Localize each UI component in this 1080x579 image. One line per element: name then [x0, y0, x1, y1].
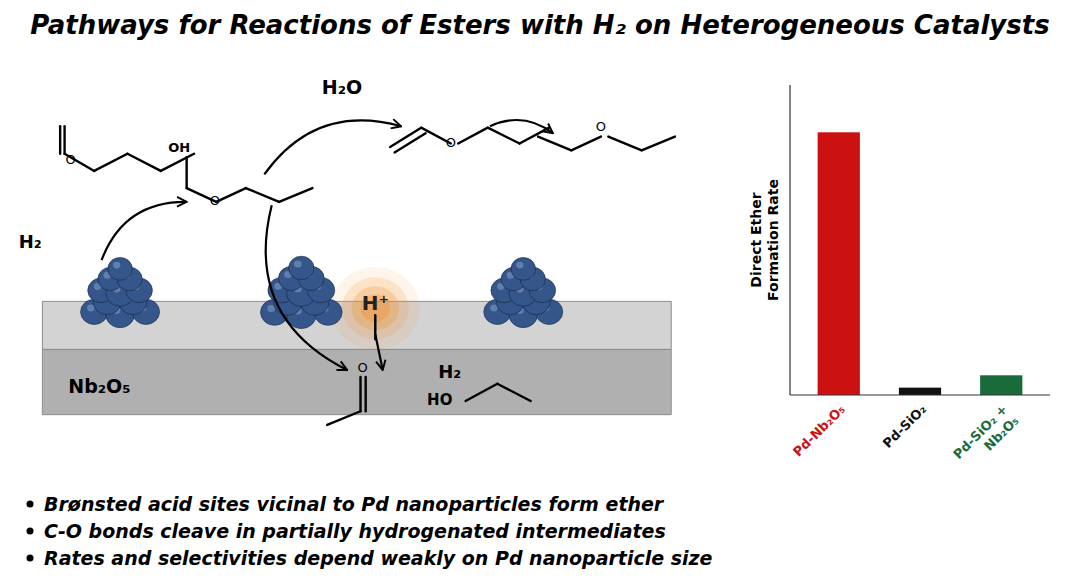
- title: Pathways for Reactions of Esters with H₂…: [30, 10, 1049, 40]
- x-tick-label-line: Pd-SiO₂: [880, 402, 929, 451]
- pd-atom-highlight: [87, 305, 94, 312]
- pd-atom-highlight: [113, 262, 120, 269]
- bond: [59, 126, 61, 153]
- bullet-text: Brønsted acid sites vicinal to Pd nanopa…: [44, 493, 665, 515]
- reaction-arrow: [264, 120, 401, 174]
- x-tick-label-line: Nb₂O₅: [981, 413, 1022, 454]
- x-axis-line: [790, 394, 1050, 395]
- schematic-label: OH: [168, 140, 190, 155]
- pd-atom-highlight: [294, 260, 302, 267]
- schematic-label: O: [446, 135, 456, 150]
- bond: [497, 384, 530, 401]
- bond: [161, 154, 194, 171]
- reaction-arrow: [375, 334, 382, 370]
- y-axis-line: [789, 85, 790, 395]
- acid-site-glow: [342, 277, 409, 339]
- schematic-label: H₂: [19, 231, 42, 252]
- bond: [359, 377, 361, 411]
- bond: [63, 126, 65, 153]
- x-tick-label: Pd-Nb₂O₅: [790, 402, 848, 460]
- bond: [488, 128, 520, 144]
- bond: [327, 411, 360, 425]
- bond: [94, 154, 127, 171]
- bond: [571, 137, 601, 151]
- schematic-label: H₂O: [322, 76, 362, 98]
- bullet-dot: [27, 555, 34, 562]
- schematic-label: O: [210, 193, 220, 208]
- pd-cluster: [81, 258, 160, 328]
- pd-atom: [108, 258, 133, 281]
- bar: [980, 375, 1022, 395]
- pd-atom: [289, 256, 314, 279]
- bond: [246, 188, 279, 202]
- pd-atom: [511, 258, 536, 281]
- bond: [608, 137, 641, 151]
- bar-chart: Pd-Nb₂O₅ Pd-SiO₂ Pd-SiO₂ +Nb₂O₅ Direct Ethe…: [748, 85, 1050, 473]
- y-axis-label: Direct EtherFormation Rate: [748, 179, 781, 301]
- schematic-label: O: [596, 119, 606, 134]
- bond: [458, 128, 488, 144]
- schematic-label: O: [358, 360, 368, 375]
- bond: [538, 137, 571, 151]
- x-tick-label: Pd-SiO₂ +Nb₂O₅: [950, 402, 1022, 474]
- bullet-dot: [27, 501, 34, 508]
- reaction-arrow: [102, 202, 187, 260]
- annotations: Brønsted acid sites vicinal to Pd nanopa…: [19, 76, 713, 569]
- bullet-text: C-O bonds cleave in partially hydrogenat…: [44, 520, 666, 542]
- schematic: [42, 120, 675, 425]
- schematic-label: HO: [427, 391, 452, 409]
- schematic-label: H₂: [438, 361, 461, 382]
- bar: [899, 388, 941, 395]
- bond: [390, 128, 421, 147]
- y-axis-label-line: Formation Rate: [765, 179, 781, 301]
- bond: [642, 137, 675, 151]
- x-tick-label-line: Pd-Nb₂O₅: [790, 402, 848, 460]
- figure: Pathways for Reactions of Esters with H₂…: [0, 0, 1080, 579]
- y-axis-label-line: Direct Ether: [748, 192, 764, 287]
- x-tick-label: Pd-SiO₂: [880, 402, 929, 451]
- bond: [216, 188, 246, 202]
- bars: [818, 132, 1023, 395]
- bond: [127, 154, 160, 171]
- bullet-text: Rates and selectivities depend weakly on…: [44, 547, 713, 569]
- schematic-label: Nb₂O₅: [68, 375, 130, 397]
- bond: [395, 133, 426, 152]
- pd-atom-highlight: [490, 305, 497, 312]
- slab-front: [42, 349, 671, 414]
- pd-atom-highlight: [516, 262, 523, 269]
- reaction-arrow: [266, 205, 347, 370]
- bullet-dot: [27, 528, 34, 535]
- bond: [185, 157, 187, 188]
- schematic-label: O: [65, 152, 75, 167]
- bond: [520, 128, 550, 144]
- bond: [364, 377, 366, 411]
- pd-cluster: [484, 258, 563, 328]
- pd-atom-highlight: [267, 305, 275, 312]
- bond: [279, 188, 312, 202]
- bar: [818, 132, 860, 395]
- reaction-arrow: [490, 120, 553, 133]
- schematic-label: H⁺: [362, 291, 389, 315]
- bond: [466, 384, 498, 401]
